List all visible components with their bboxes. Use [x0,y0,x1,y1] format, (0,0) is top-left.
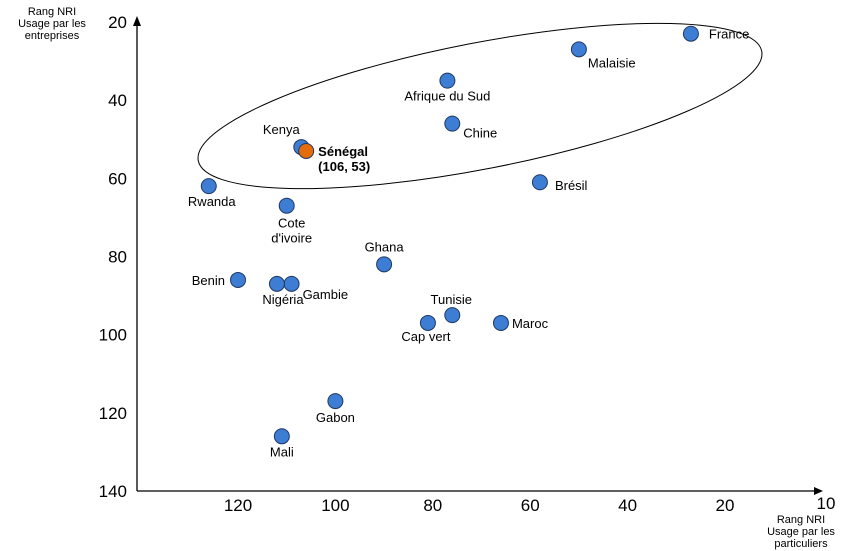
y-tick-label: 100 [99,326,127,345]
point-label-rwanda: Rwanda [188,194,236,209]
data-point-france [682,25,699,42]
point-label-s-n-gal: Sénégal [318,144,368,159]
point-label-malaisie: Malaisie [588,55,636,70]
y-axis-title: Rang NRI Usage par les entreprises [0,6,104,42]
data-point-afrique-du-sud [439,72,456,89]
point-label-chine: Chine [463,126,497,141]
x-axis-title-line: particuliers [774,538,828,550]
y-axis-title-line: Usage par les [18,18,86,30]
y-axis-title-line: Rang NRI [27,6,77,18]
data-point-cote [278,197,295,214]
y-tick-label: 120 [99,404,127,423]
data-point-malaisie [570,41,587,58]
point-label-mali: Mali [270,444,294,459]
x-tick-label: 100 [321,496,349,515]
data-point-maroc [492,314,509,331]
data-point-cap-vert [419,314,436,331]
data-point-rwanda [200,178,217,195]
point-label-afrique-du-sud: Afrique du Sud [404,89,490,104]
point-label-cap-vert: Cap vert [401,329,451,344]
point-label-br-sil: Brésil [555,178,588,193]
y-axis-arrow [133,16,141,26]
x-axis-title-line: Usage par les [767,526,835,538]
x-tick-label: 20 [716,496,735,515]
data-point-s-n-gal [298,142,315,159]
x-axis-arrow [814,487,823,495]
x-tick-label: 120 [224,496,252,515]
y-tick-label: 140 [99,482,127,501]
point-label-cote: Cote [278,216,305,231]
x-tick-label: 40 [618,496,637,515]
x-tick-label: 60 [521,496,540,515]
data-point-gabon [327,393,344,410]
data-point-ghana [376,256,393,273]
points [200,25,699,445]
point-label-maroc: Maroc [512,316,549,331]
data-point-tunisie [444,307,461,324]
data-point-mali [273,428,290,445]
x-tick-label: 80 [423,496,442,515]
y-tick-label: 80 [108,248,127,267]
point-label-kenya: Kenya [263,122,301,137]
data-point-nig-ria [268,275,285,292]
x-tick-label: 10 [817,494,836,513]
data-point-gambie [283,275,300,292]
point-label-benin: Benin [192,273,225,288]
point-label-cote: d'ivoire [271,231,312,246]
point-label-gabon: Gabon [316,410,355,425]
y-tick-label: 60 [108,169,127,188]
y-tick-label: 40 [108,91,127,110]
point-label-ghana: Ghana [365,239,405,254]
x-axis-title: Rang NRI Usage par les particuliers [756,514,845,550]
axes: 20 40 60 80 100 120 140 120 100 80 60 40 20 10 [99,13,836,515]
data-point-br-sil [531,174,548,191]
point-label-gambie: Gambie [303,287,349,302]
point-label-tunisie: Tunisie [431,292,472,307]
point-label-s-n-gal: (106, 53) [318,159,370,174]
data-point-chine [444,115,461,132]
point-label-france: France [709,27,749,42]
y-tick-label: 20 [108,13,127,32]
point-label-nig-ria: Nigéria [262,292,304,307]
y-axis-title-line: entreprises [24,30,80,42]
data-point-benin [230,271,246,288]
point-labels: France Malaisie Afrique du Sud Chine Kenya Sé… [188,27,749,460]
x-axis-title-line: Rang NRI [776,514,826,526]
